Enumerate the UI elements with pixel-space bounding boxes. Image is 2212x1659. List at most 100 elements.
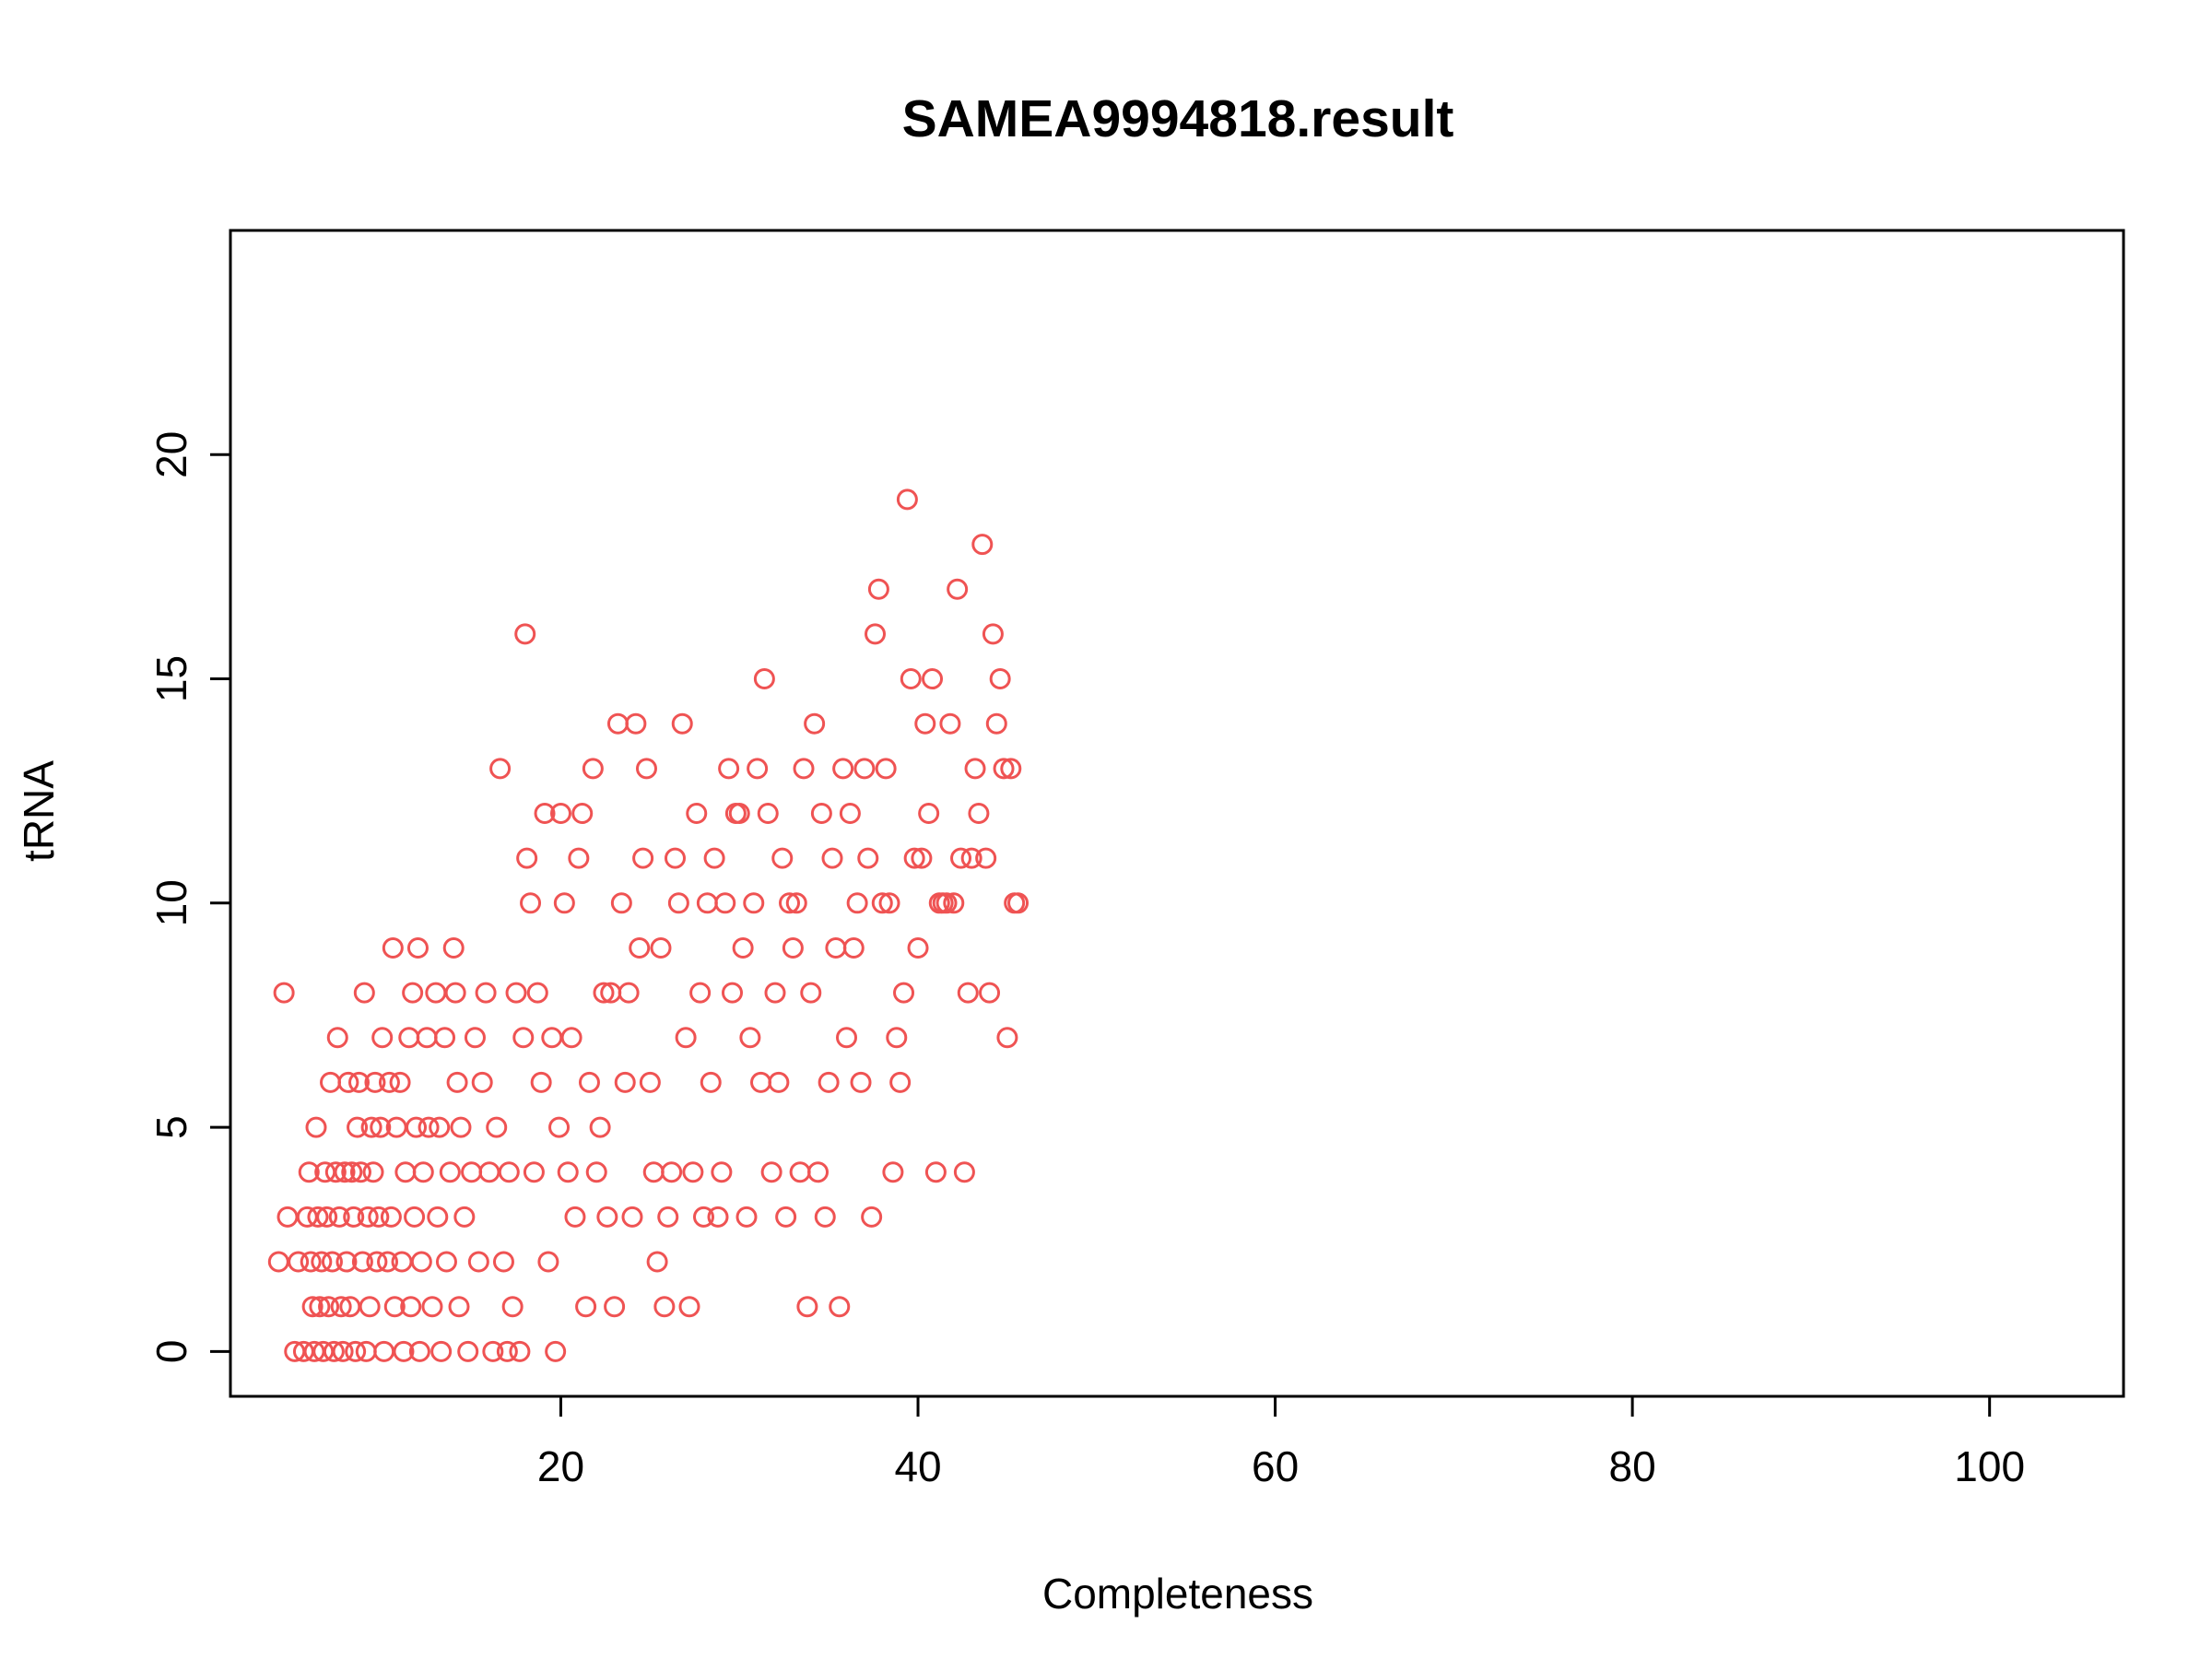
data-point <box>653 1296 676 1318</box>
data-point <box>435 1251 457 1273</box>
data-point <box>779 892 801 914</box>
data-point <box>825 936 847 959</box>
data-point <box>450 1116 472 1138</box>
data-point <box>889 1071 912 1093</box>
data-point <box>453 1206 476 1228</box>
data-point <box>629 936 651 959</box>
data-point <box>606 712 629 735</box>
data-point <box>368 1206 390 1228</box>
data-point <box>693 1206 714 1228</box>
data-point <box>560 1027 582 1049</box>
data-point <box>323 1340 345 1362</box>
data-point <box>953 1161 975 1183</box>
data-point <box>750 1071 772 1093</box>
data-point <box>839 803 861 824</box>
data-point <box>430 1340 453 1362</box>
data-point <box>418 1116 440 1138</box>
data-point <box>596 1206 618 1228</box>
data-point <box>971 534 994 556</box>
data-point <box>846 892 868 914</box>
data-point <box>814 1206 836 1228</box>
data-point <box>523 1161 545 1183</box>
data-point <box>341 1161 363 1183</box>
data-point <box>639 1071 661 1093</box>
data-point <box>832 758 854 780</box>
data-point <box>429 1116 451 1138</box>
data-point <box>498 1161 520 1183</box>
data-point <box>950 847 972 869</box>
data-point <box>359 1296 381 1318</box>
x-tick-label: 40 <box>894 1442 941 1490</box>
data-point <box>850 1071 872 1093</box>
data-point <box>768 1071 790 1093</box>
data-point <box>378 1071 400 1093</box>
y-tick-label: 5 <box>147 1115 195 1139</box>
data-point <box>657 1206 679 1228</box>
data-point <box>871 892 893 914</box>
data-point <box>743 892 765 914</box>
data-point <box>807 1161 830 1183</box>
data-point <box>732 936 754 959</box>
data-point <box>782 936 804 959</box>
data-point <box>867 578 889 600</box>
data-point <box>646 1251 668 1273</box>
data-point <box>478 1161 500 1183</box>
data-point <box>943 892 965 914</box>
data-point <box>448 1296 470 1318</box>
data-point <box>821 847 843 869</box>
data-point <box>382 936 404 959</box>
data-point <box>276 1206 299 1228</box>
data-point <box>571 803 594 824</box>
data-point <box>722 982 744 1004</box>
data-point <box>482 1340 504 1362</box>
data-point <box>425 982 447 1004</box>
data-point <box>661 1161 683 1183</box>
data-point <box>800 982 822 1004</box>
data-point <box>362 1161 384 1183</box>
data-point <box>305 1116 327 1138</box>
data-point <box>696 892 718 914</box>
data-point <box>335 1251 358 1273</box>
data-point <box>324 1161 347 1183</box>
data-point <box>349 1161 371 1183</box>
data-point <box>1000 758 1022 780</box>
data-point <box>377 1251 399 1273</box>
data-point <box>747 758 769 780</box>
data-point <box>886 1027 908 1049</box>
data-point <box>632 847 654 869</box>
data-point <box>380 1206 402 1228</box>
data-point <box>718 758 740 780</box>
data-point <box>996 1027 1018 1049</box>
data-point <box>412 1161 434 1183</box>
data-point <box>370 1116 392 1138</box>
data-point <box>664 847 686 869</box>
data-point <box>686 803 708 824</box>
x-tick-label: 20 <box>537 1442 584 1490</box>
data-point <box>568 847 590 869</box>
data-point <box>878 892 900 914</box>
data-point <box>307 1206 329 1228</box>
data-points <box>267 488 1030 1362</box>
data-point <box>968 803 990 824</box>
data-point <box>604 1296 626 1318</box>
data-point <box>675 1027 697 1049</box>
x-axis-label: Completeness <box>1042 1570 1313 1618</box>
data-point <box>343 1206 365 1228</box>
data-point <box>355 1340 377 1362</box>
data-point <box>610 892 632 914</box>
data-point <box>960 847 982 869</box>
x-tick-label: 100 <box>1954 1442 2025 1490</box>
data-point <box>982 623 1004 645</box>
data-point <box>526 982 548 1004</box>
data-point <box>464 1027 486 1049</box>
data-point <box>785 892 807 914</box>
data-point <box>671 712 693 735</box>
data-point <box>288 1251 310 1273</box>
data-point <box>975 847 997 869</box>
data-point <box>553 892 575 914</box>
data-point <box>614 1071 636 1093</box>
data-point <box>582 758 604 780</box>
data-point <box>345 1340 367 1362</box>
data-point <box>957 982 979 1004</box>
data-point <box>461 1161 483 1183</box>
